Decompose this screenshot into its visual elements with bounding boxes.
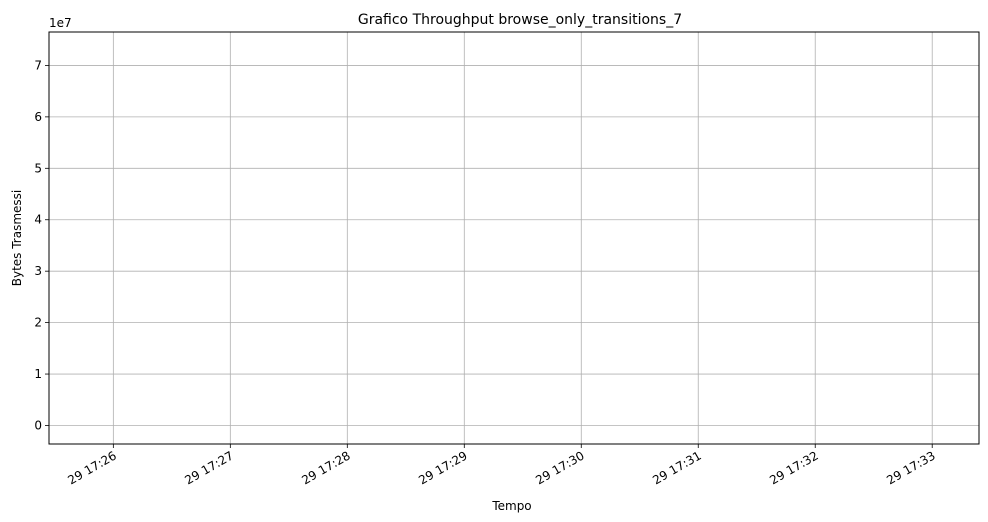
y-tick-label: 3: [34, 264, 42, 278]
grid-lines: [49, 32, 979, 444]
x-axis-label: Tempo: [491, 499, 531, 513]
plot-frame: [48, 31, 980, 445]
y-tick-label: 2: [34, 316, 42, 330]
y-multiplier-label: 1e7: [49, 16, 72, 30]
x-tick-label: 29 17:31: [650, 448, 703, 487]
x-axis-ticks: 29 17:26 29 17:27 29 17:28 29 17:29 29 17:30…: [65, 444, 938, 487]
y-tick-label: 6: [34, 110, 42, 124]
x-tick-label: 29 17:27: [182, 448, 235, 487]
y-tick-label: 1: [34, 367, 42, 381]
y-tick-label: 0: [34, 418, 42, 432]
x-tick-label: 29 17:33: [884, 448, 937, 487]
y-axis-ticks: 0 1 2 3 4 5 6 7: [34, 58, 49, 432]
x-tick-label: 29 17:28: [299, 448, 352, 487]
x-tick-label: 29 17:30: [533, 448, 586, 487]
x-tick-label: 29 17:26: [65, 448, 118, 487]
y-tick-label: 7: [34, 58, 42, 72]
y-tick-label: 5: [34, 161, 42, 175]
y-tick-label: 4: [34, 213, 42, 227]
x-tick-label: 29 17:32: [767, 448, 820, 487]
x-tick-label: 29 17:29: [416, 448, 469, 487]
y-axis-label: Bytes Trasmessi: [10, 190, 24, 287]
chart-title: Grafico Throughput browse_only_transitio…: [358, 12, 682, 28]
